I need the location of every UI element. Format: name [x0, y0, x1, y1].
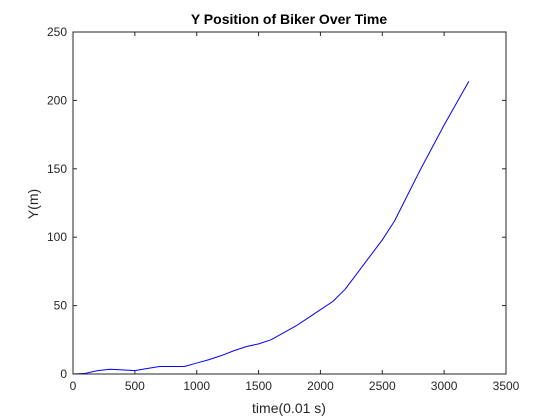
x-tick-label: 0 [70, 379, 77, 393]
y-tick-label: 250 [47, 25, 67, 39]
x-tick-label: 3500 [493, 379, 520, 393]
plot-area-frame [72, 31, 507, 375]
x-tick-label: 3000 [431, 379, 458, 393]
y-tick-label: 200 [47, 93, 67, 107]
y-axis-label: Y(m) [25, 189, 41, 219]
y-tick-label: 0 [60, 367, 67, 381]
series-line [72, 81, 470, 375]
y-tick-label: 50 [54, 299, 68, 313]
x-tick-label: 1000 [183, 379, 210, 393]
x-tick-label: 2500 [369, 379, 396, 393]
x-tick-label: 500 [125, 379, 145, 393]
x-axis-label: time(0.01 s) [252, 400, 326, 416]
y-tick-label: 150 [47, 162, 67, 176]
series-layer [72, 81, 470, 375]
x-tick-label: 1500 [245, 379, 272, 393]
chart-title: Y Position of Biker Over Time [191, 11, 388, 27]
x-tick-label: 2000 [307, 379, 334, 393]
axis-tick-labels: 0 500 1000 1500 2000 2500 3000 3500 0 50 100 150 200… [47, 25, 520, 393]
y-tick-label: 100 [47, 230, 67, 244]
